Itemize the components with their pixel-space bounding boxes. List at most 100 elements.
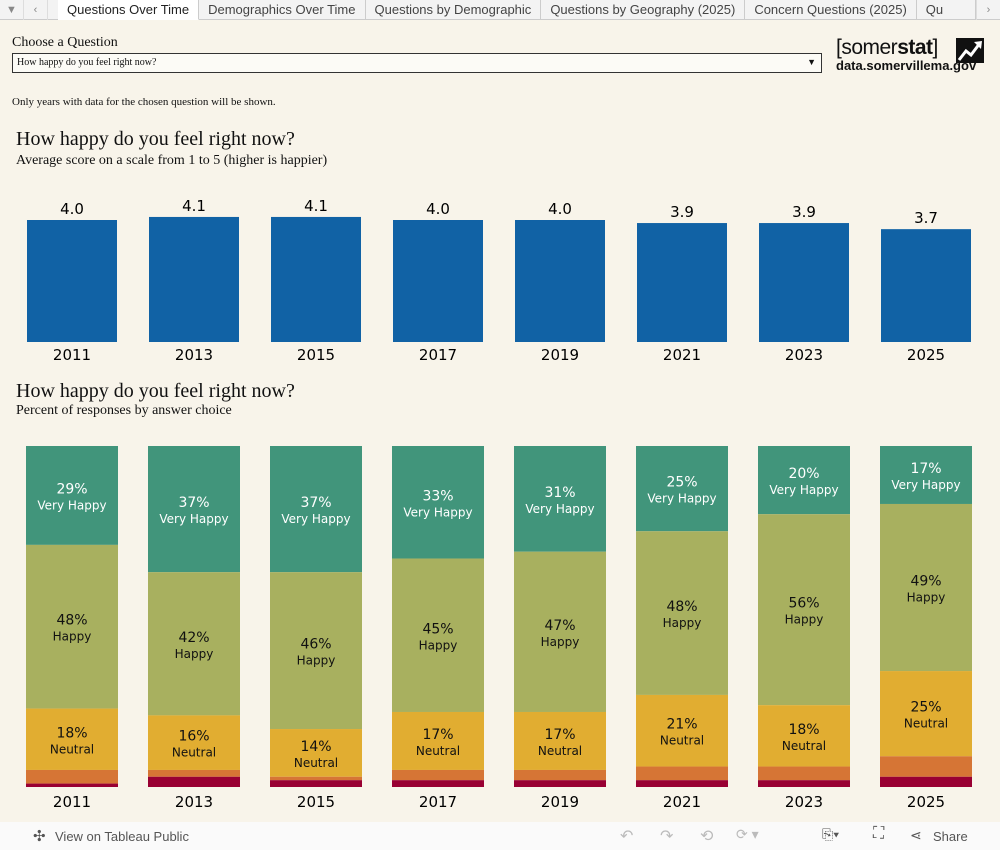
- segment-other-3-2025: [880, 756, 972, 777]
- segment-very-happy-2023: [758, 446, 850, 515]
- segment-other-4-2015: [270, 780, 362, 787]
- view-on-tableau-link[interactable]: View on Tableau Public: [55, 829, 189, 844]
- percent-label: 56%: [788, 596, 819, 612]
- tab-questions-over-time[interactable]: Questions Over Time: [58, 0, 200, 20]
- x-tick-2021: 2021: [663, 793, 701, 810]
- segment-very-happy-2017: [392, 446, 484, 559]
- x-tick-2025: 2025: [907, 793, 945, 810]
- share-icon[interactable]: ⋖: [910, 827, 922, 843]
- segment-other-4-2021: [636, 780, 728, 787]
- segment-neutral-2011: [26, 708, 118, 770]
- tab-menu-button[interactable]: ▼: [0, 0, 24, 20]
- undo-icon[interactable]: ↶: [620, 828, 634, 845]
- logo-text-light: [somer: [836, 36, 898, 59]
- somerstat-logo[interactable]: [somerstat] data.somervillema.gov: [836, 36, 986, 73]
- logo-url: data.somervillema.gov: [836, 58, 977, 73]
- tab-questions-by-demographic[interactable]: Questions by Demographic: [366, 0, 542, 20]
- segment-other-3-2013: [148, 769, 240, 777]
- segment-other-3-2015: [270, 776, 362, 781]
- revert-icon[interactable]: ⟲: [700, 828, 714, 845]
- x-tick-2025: 2025: [907, 346, 945, 364]
- x-tick-2019: 2019: [541, 793, 579, 810]
- category-label: Neutral: [50, 742, 94, 756]
- question-dropdown[interactable]: How happy do you feel right now? ▼: [12, 53, 822, 73]
- segment-other-4-2019: [514, 780, 606, 787]
- segment-very-happy-2011: [26, 446, 118, 545]
- segment-happy-2021: [636, 531, 728, 695]
- percent-label: 49%: [910, 574, 941, 590]
- category-label: Neutral: [782, 739, 826, 753]
- category-label: Happy: [53, 630, 92, 644]
- percent-label: 25%: [666, 475, 697, 491]
- chart2-subtitle: Percent of responses by answer choice: [16, 403, 232, 418]
- category-label: Neutral: [172, 746, 216, 760]
- redo-icon[interactable]: ↷: [660, 828, 674, 845]
- category-label: Neutral: [416, 744, 460, 758]
- category-label: Happy: [541, 635, 580, 649]
- tableau-icon: ✣: [33, 828, 46, 845]
- chart1-subtitle: Average score on a scale from 1 to 5 (hi…: [16, 153, 328, 168]
- refresh-icon[interactable]: ⟳ ▾: [736, 826, 759, 842]
- bar-2017: [393, 220, 483, 342]
- filter-note: Only years with data for the chosen ques…: [12, 96, 276, 108]
- data-label-2013: 4.1: [182, 197, 206, 215]
- category-label: Very Happy: [647, 492, 716, 506]
- tab-demographics-over-time[interactable]: Demographics Over Time: [199, 0, 366, 20]
- fullscreen-icon[interactable]: ⛶: [873, 825, 885, 842]
- data-label-2019: 4.0: [548, 200, 572, 218]
- segment-happy-2011: [26, 544, 118, 709]
- category-label: Happy: [785, 613, 824, 627]
- x-tick-2023: 2023: [785, 793, 823, 810]
- bar-2013: [149, 216, 239, 342]
- segment-neutral-2017: [392, 711, 484, 770]
- segment-happy-2017: [392, 558, 484, 712]
- x-tick-2021: 2021: [663, 346, 701, 364]
- data-label-2015: 4.1: [304, 197, 328, 215]
- category-label: Neutral: [538, 744, 582, 758]
- segment-other-3-2021: [636, 766, 728, 781]
- x-tick-2015: 2015: [297, 793, 335, 810]
- bar-2023: [759, 223, 849, 342]
- percent-label: 37%: [178, 495, 209, 511]
- data-label-2021: 3.9: [670, 203, 694, 221]
- share-button[interactable]: Share: [933, 829, 968, 844]
- segment-other-3-2011: [26, 769, 118, 784]
- bar-2025: [881, 229, 971, 342]
- x-tick-2013: 2013: [175, 346, 213, 364]
- segment-neutral-2023: [758, 705, 850, 767]
- segment-other-3-2023: [758, 766, 850, 781]
- category-label: Happy: [297, 654, 336, 668]
- percent-label: 17%: [910, 461, 941, 477]
- average-score-chart: 4.0 2011 4.1 2013 4.1 2015 4.0 2017 4.0 2019 3.9 20…: [27, 197, 971, 364]
- chevron-down-icon: ▼: [807, 57, 816, 67]
- x-tick-2015: 2015: [297, 346, 335, 364]
- category-label: Happy: [663, 616, 702, 630]
- segment-very-happy-2019: [514, 446, 606, 552]
- x-tick-2023: 2023: [785, 346, 823, 364]
- segment-very-happy-2021: [636, 446, 728, 532]
- filter-label: Choose a Question: [12, 35, 118, 50]
- download-icon[interactable]: ⎘▾: [822, 826, 840, 842]
- x-tick-2017: 2017: [419, 346, 457, 364]
- tab-scroll-right-button[interactable]: ›: [976, 0, 1000, 20]
- percent-label: 14%: [300, 739, 331, 755]
- segment-other-4-2017: [392, 780, 484, 787]
- tab-overflow[interactable]: Qu: [917, 0, 976, 20]
- percent-label: 48%: [56, 613, 87, 629]
- tab-concern-questions[interactable]: Concern Questions (2025): [745, 0, 917, 20]
- percent-label: 29%: [56, 481, 87, 497]
- segment-very-happy-2025: [880, 446, 972, 504]
- segment-other-3-2017: [392, 769, 484, 781]
- percent-label: 17%: [422, 727, 453, 743]
- tab-scroll-left-button[interactable]: ‹: [24, 0, 48, 20]
- category-label: Neutral: [904, 717, 948, 731]
- category-label: Happy: [907, 591, 946, 605]
- percent-label: 33%: [422, 488, 453, 504]
- percent-label: 48%: [666, 599, 697, 615]
- category-label: Very Happy: [281, 512, 350, 526]
- percent-label: 31%: [544, 485, 575, 501]
- segment-very-happy-2015: [270, 446, 362, 573]
- tab-questions-by-geography[interactable]: Questions by Geography (2025): [541, 0, 746, 20]
- logo-bracket: ]: [932, 36, 939, 59]
- segment-neutral-2021: [636, 694, 728, 767]
